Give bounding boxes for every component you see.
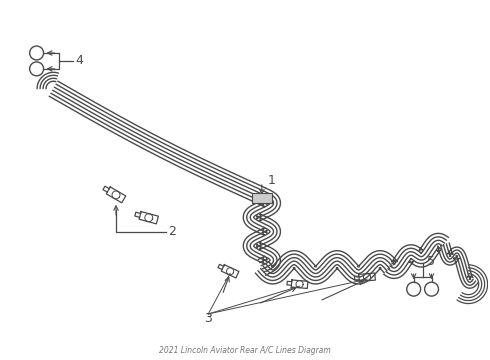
- Text: 2021 Lincoln Aviator Rear A/C Lines Diagram: 2021 Lincoln Aviator Rear A/C Lines Diag…: [159, 346, 331, 355]
- Text: 2: 2: [169, 225, 176, 238]
- Text: 4: 4: [75, 54, 83, 67]
- Text: 3: 3: [204, 312, 212, 325]
- Text: 1: 1: [268, 174, 276, 186]
- Text: 5: 5: [427, 255, 435, 268]
- FancyBboxPatch shape: [252, 193, 272, 203]
